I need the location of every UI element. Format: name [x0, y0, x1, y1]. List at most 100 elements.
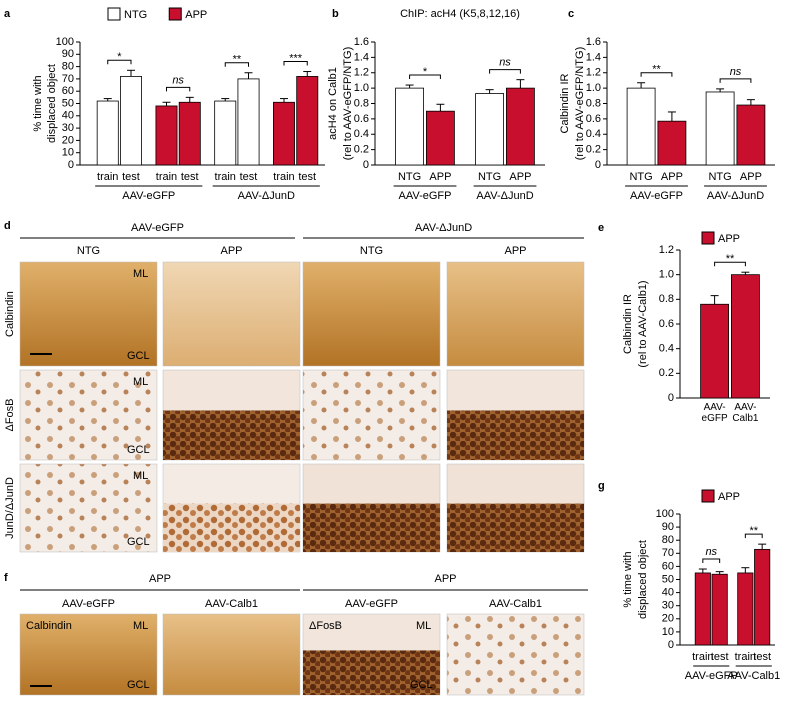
micrograph — [162, 261, 301, 367]
significance-bracket — [714, 261, 746, 267]
significance-bracket — [744, 533, 763, 539]
chart-title: ChIP: acH4 (K5,8,12,16) — [400, 8, 520, 20]
bar — [657, 120, 687, 166]
legend-swatch — [168, 7, 182, 21]
panel-letter: g — [598, 480, 605, 492]
legend-swatch — [701, 489, 715, 503]
group-label: AAV-eGFP — [685, 670, 738, 682]
column-label: APP — [504, 245, 526, 257]
legend-label: APP — [185, 9, 207, 21]
y-tick-label: 0 — [68, 159, 74, 171]
x-tick-label: NTG — [398, 171, 421, 183]
y-tick-label: 0.4 — [659, 343, 674, 355]
x-tick-label: test — [753, 651, 771, 663]
y-tick-label: 0.8 — [659, 293, 674, 305]
layer-label: GCL — [127, 536, 150, 548]
micrograph-cells — [163, 410, 300, 460]
group-label: AAV-eGFP — [630, 190, 683, 202]
micrograph — [19, 369, 158, 461]
micrograph — [302, 369, 441, 461]
x-tick-label: APP — [429, 171, 451, 183]
y-axis-label: (rel to AAV-eGFP/NTG) — [342, 47, 354, 161]
layer-label: ML — [133, 376, 148, 388]
y-tick-label: 70 — [662, 547, 674, 559]
significance-label: * — [117, 51, 122, 63]
group-label: AAV-ΔJunD — [415, 222, 472, 234]
y-axis-label: acH4 on Calb1 — [327, 67, 339, 140]
bar — [178, 101, 201, 166]
x-tick-label: NTG — [708, 171, 731, 183]
bar — [736, 104, 766, 166]
y-axis-label: displaced object — [46, 64, 58, 143]
y-axis-label: displaced object — [637, 540, 649, 619]
y-axis-label: Calbindin IR — [559, 73, 571, 133]
layer-label: GCL — [410, 679, 433, 691]
panel-letter: d — [4, 220, 11, 232]
bar — [425, 110, 455, 166]
significance-bracket — [640, 72, 673, 77]
y-tick-label: 0.4 — [354, 128, 369, 140]
y-tick-label: 10 — [662, 626, 674, 638]
y-tick-label: 0.4 — [586, 128, 601, 140]
y-tick-label: 0.2 — [354, 144, 369, 156]
x-tick-label: test — [711, 651, 729, 663]
layer-label: GCL — [127, 679, 150, 691]
panel-letter: a — [4, 8, 11, 20]
x-tick-label: test — [298, 171, 316, 183]
y-tick-label: 1.6 — [586, 36, 601, 48]
y-tick-label: 0 — [595, 159, 601, 171]
legend-label: APP — [718, 233, 740, 245]
bar — [711, 573, 728, 646]
significance-bracket — [409, 74, 441, 80]
layer-label: ML — [416, 620, 431, 632]
y-tick-label: 40 — [62, 110, 74, 122]
y-tick-label: 0 — [363, 159, 369, 171]
y-axis-label: (rel to AAV-eGFP/NTG) — [574, 47, 586, 161]
significance-label: ns — [705, 546, 717, 558]
y-tick-label: 30 — [62, 122, 74, 134]
y-tick-label: 1.6 — [354, 36, 369, 48]
bar — [737, 572, 754, 646]
stain-label: ΔFosB — [309, 620, 342, 632]
column-label: AAV-eGFP — [62, 598, 115, 610]
micrograph-cells — [163, 503, 300, 552]
layer-label: ML — [133, 470, 148, 482]
panel-letter: b — [332, 8, 339, 20]
y-tick-label: 1.0 — [659, 269, 674, 281]
significance-label: ** — [652, 64, 661, 76]
y-tick-label: 50 — [62, 97, 74, 109]
column-label: AAV-Calb1 — [205, 598, 258, 610]
y-tick-label: 1.4 — [586, 51, 601, 63]
y-tick-label: 60 — [62, 85, 74, 97]
bar — [96, 100, 119, 166]
micrograph — [446, 613, 585, 696]
row-label: ΔFosB — [4, 398, 16, 431]
y-tick-label: 0 — [668, 639, 674, 651]
significance-bracket — [283, 61, 308, 66]
x-tick-label-text: AAV-Calb1 — [732, 402, 759, 424]
x-tick-label: test — [240, 171, 258, 183]
x-tick-label-text: AAV-eGFP — [701, 402, 728, 424]
significance-bracket — [165, 86, 191, 92]
significance-bracket — [107, 59, 132, 65]
column-label: AAV-Calb1 — [489, 598, 542, 610]
group-label: AAV-Calb1 — [727, 670, 780, 682]
stain-label: Calbindin — [26, 620, 72, 632]
y-axis-label: Calbindin IR — [622, 294, 634, 354]
legend-label: APP — [718, 491, 740, 503]
y-tick-label: 90 — [62, 48, 74, 60]
bar — [705, 91, 735, 166]
x-tick-label: APP — [740, 171, 762, 183]
y-tick-label: 1.2 — [586, 67, 601, 79]
x-tick-label: train — [156, 171, 177, 183]
group-label: AAV-eGFP — [122, 190, 175, 202]
micrograph — [162, 613, 301, 696]
y-tick-label: 70 — [62, 73, 74, 85]
x-tick-label: NTG — [478, 171, 501, 183]
significance-label: *** — [289, 52, 303, 64]
bar — [754, 548, 771, 646]
group-label: APP — [434, 573, 456, 585]
bar — [395, 87, 425, 166]
y-tick-label: 0.2 — [659, 367, 674, 379]
